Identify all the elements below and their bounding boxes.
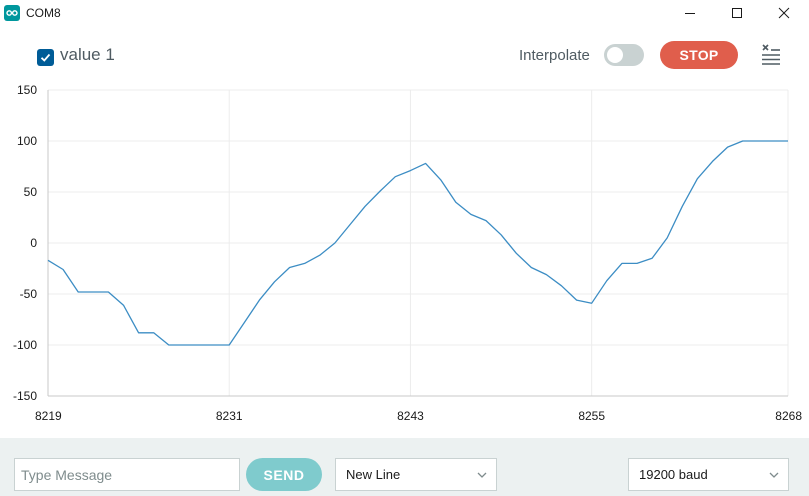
interpolate-label: Interpolate xyxy=(519,47,590,64)
send-button[interactable]: SEND xyxy=(246,458,322,491)
x-tick-label: 8243 xyxy=(397,409,424,423)
line-ending-select[interactable]: New Line xyxy=(335,458,497,491)
baud-rate-select[interactable]: 19200 baud xyxy=(628,458,789,491)
y-tick-label: -100 xyxy=(13,338,37,352)
x-tick-label: 8219 xyxy=(35,409,62,423)
line-ending-value: New Line xyxy=(346,467,401,482)
y-tick-label: 150 xyxy=(17,83,37,97)
y-tick-label: 50 xyxy=(24,185,38,199)
y-tick-label: 0 xyxy=(30,236,37,250)
close-icon xyxy=(778,7,790,19)
close-button[interactable] xyxy=(761,0,807,26)
x-tick-label: 8268 xyxy=(775,409,802,423)
x-tick-label: 8255 xyxy=(578,409,605,423)
chevron-down-icon xyxy=(769,472,779,478)
bottom-bar: SEND New Line 19200 baud xyxy=(0,438,809,496)
series-checkbox[interactable] xyxy=(37,49,54,66)
baud-rate-value: 19200 baud xyxy=(639,467,708,482)
message-input[interactable] xyxy=(14,458,240,491)
window-title: COM8 xyxy=(26,6,61,20)
toggle-knob xyxy=(607,47,623,63)
maximize-icon xyxy=(732,8,742,18)
y-tick-label: -50 xyxy=(20,287,38,301)
minimize-icon xyxy=(685,13,695,14)
checkmark-icon xyxy=(40,53,51,62)
stop-button[interactable]: STOP xyxy=(660,41,738,69)
series-line-value-1 xyxy=(47,140,788,346)
title-bar[interactable]: COM8 xyxy=(0,0,809,26)
x-tick-label: 8231 xyxy=(216,409,243,423)
y-tick-label: 100 xyxy=(17,134,37,148)
clear-output-icon xyxy=(762,44,780,65)
clear-button[interactable] xyxy=(759,43,783,67)
plot-area: 150 100 50 0 -50 -100 -150 8219 8231 8243 8255 8268 xyxy=(13,83,802,423)
chevron-down-icon xyxy=(477,472,487,478)
series-label[interactable]: value 1 xyxy=(60,45,115,64)
arduino-logo-icon xyxy=(4,5,20,21)
y-tick-label: -150 xyxy=(13,389,37,403)
minimize-button[interactable] xyxy=(667,0,713,26)
interpolate-toggle[interactable] xyxy=(604,44,644,66)
maximize-button[interactable] xyxy=(714,0,760,26)
